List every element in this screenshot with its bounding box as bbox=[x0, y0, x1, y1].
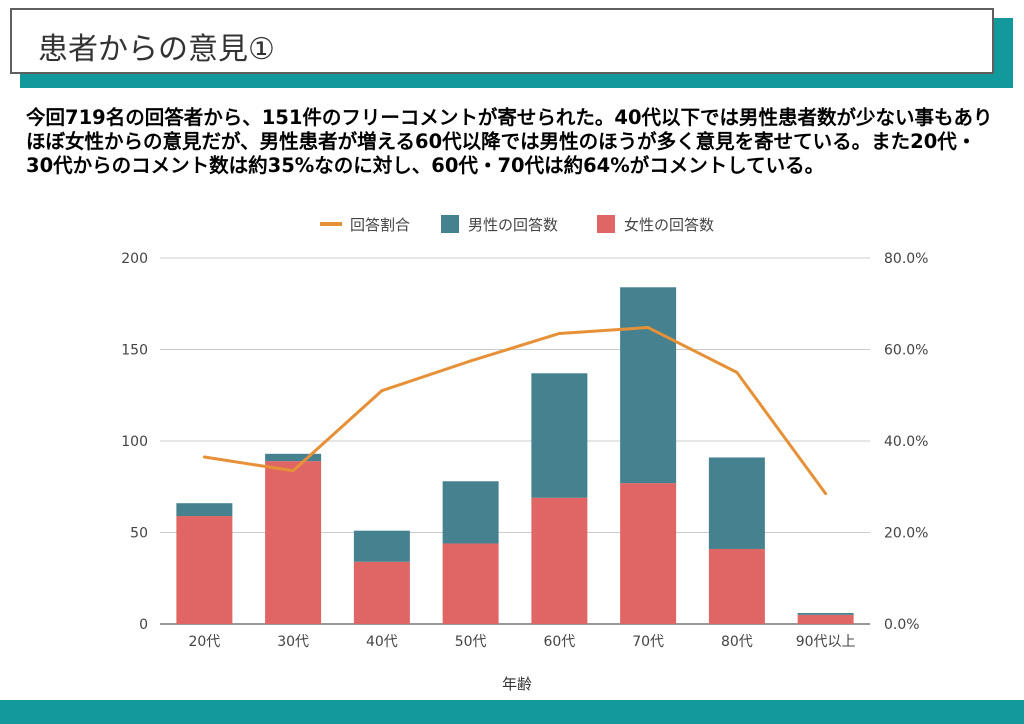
y-tick-label: 200 bbox=[121, 251, 148, 267]
ratio-point bbox=[469, 359, 473, 363]
ratio-point bbox=[380, 389, 384, 393]
bar-segment bbox=[708, 457, 765, 549]
bar-segment bbox=[531, 497, 588, 624]
ratio-point bbox=[291, 469, 295, 473]
y-tick-label: 50 bbox=[130, 526, 148, 542]
bar-segment bbox=[353, 561, 410, 624]
bar-segment bbox=[353, 530, 410, 562]
y2-tick-label: 60.0% bbox=[884, 343, 928, 359]
bar-segment bbox=[176, 516, 233, 624]
legend-label: 男性の回答数 bbox=[468, 216, 558, 234]
legend-swatch bbox=[441, 215, 459, 233]
x-tick-label: 40代 bbox=[366, 634, 398, 650]
ratio-point bbox=[735, 370, 739, 374]
y-tick-label: 150 bbox=[121, 343, 148, 359]
x-tick-label: 60代 bbox=[543, 634, 575, 650]
title-box: 患者からの意見① bbox=[10, 8, 994, 74]
bar-segment bbox=[265, 453, 322, 462]
bar-segment bbox=[442, 543, 499, 624]
slide-title: 患者からの意見① bbox=[38, 32, 275, 67]
ratio-line bbox=[204, 326, 827, 495]
y2-tick-label: 40.0% bbox=[884, 434, 928, 450]
y2-tick-label: 0.0% bbox=[884, 617, 920, 633]
summary-text: 今回719名の回答者から、151件のフリーコメントが寄せられた。40代以下では男… bbox=[26, 106, 993, 177]
bar-segment bbox=[620, 483, 677, 624]
x-tick-label: 50代 bbox=[455, 634, 487, 650]
bar-segment bbox=[442, 481, 499, 544]
y-tick-label: 100 bbox=[121, 434, 148, 450]
x-tick-label: 30代 bbox=[277, 634, 309, 650]
x-axis-title: 年齢 bbox=[502, 675, 532, 693]
bar-segment bbox=[797, 613, 854, 615]
x-tick-label: 90代以上 bbox=[796, 634, 856, 650]
x-tick-label: 20代 bbox=[188, 634, 220, 650]
y2-tick-label: 20.0% bbox=[884, 526, 928, 542]
legend-label: 回答割合 bbox=[350, 216, 410, 234]
ratio-point bbox=[824, 492, 828, 496]
responses-by-age-chart: 0 50 100 150 200 0.0% 20.0% 40.0% 60.0% 80.0% 20代 3… bbox=[121, 215, 928, 693]
legend-label: 女性の回答数 bbox=[624, 216, 714, 234]
bar-segment bbox=[797, 614, 854, 624]
x-tick-label: 80代 bbox=[721, 634, 753, 650]
y-tick-label: 0 bbox=[139, 617, 148, 633]
bar-segment bbox=[176, 503, 233, 517]
bar-segment bbox=[708, 548, 765, 624]
ratio-point bbox=[202, 455, 206, 459]
bar-segment bbox=[531, 373, 588, 498]
y2-tick-label: 80.0% bbox=[884, 251, 928, 267]
ratio-point bbox=[557, 331, 561, 335]
ratio-point bbox=[646, 326, 650, 330]
bar-segment bbox=[265, 461, 322, 624]
footer-accent-bar bbox=[0, 700, 1024, 724]
x-tick-label: 70代 bbox=[632, 634, 664, 650]
legend-swatch bbox=[597, 215, 615, 233]
bar-segment bbox=[620, 287, 677, 484]
